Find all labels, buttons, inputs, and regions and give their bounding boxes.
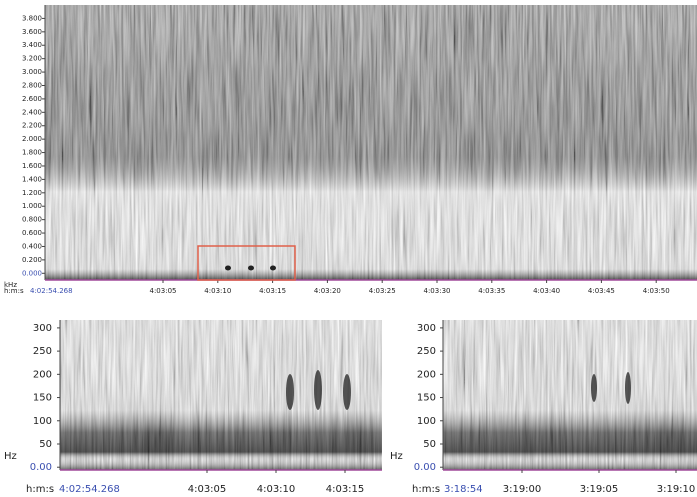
x-origin-prefix: h:m:s — [26, 484, 54, 495]
x-tick-label: 4:03:45 — [588, 287, 615, 295]
y-axis-label: Hz — [390, 451, 403, 462]
x-origin: 4:02:54.268 — [59, 484, 120, 495]
y-tick-label: 50 — [39, 439, 52, 450]
x-origin-prefix: h:m:s — [412, 484, 440, 495]
panels: 0.000 0.200 0.400 0.600 0.800 1.000 1.200 1.400… — [4, 5, 697, 495]
y-tick-label: 0.800 — [22, 216, 42, 224]
x-tick-label: 4:03:30 — [424, 287, 451, 295]
x-tick-label: 4:03:05 — [150, 287, 177, 295]
y-tick-label: 2.400 — [22, 108, 42, 116]
y-tick-label: 2.800 — [22, 81, 42, 89]
spectrogram-shade — [45, 5, 697, 280]
x-tick-label: 4:03:05 — [188, 484, 227, 495]
y-tick-label: 150 — [417, 393, 436, 404]
x-tick-label: 4:03:40 — [533, 287, 560, 295]
y-tick-label: 200 — [417, 369, 436, 380]
x-tick-label: 3:19:05 — [580, 484, 619, 495]
x-tick-label: 4:03:25 — [369, 287, 396, 295]
y-tick-label: 0.200 — [22, 256, 42, 264]
x-origin-prefix: h:m:s — [4, 287, 24, 295]
x-tick-label: 3:19:00 — [503, 484, 542, 495]
y-tick-label: 100 — [33, 416, 52, 427]
y-tick-label: 0.00 — [30, 462, 52, 473]
selection-box — [197, 245, 296, 281]
y-tick-label: 1.200 — [22, 189, 42, 197]
y-tick-label: 250 — [417, 346, 436, 357]
x-tick-label: 4:03:10 — [257, 484, 296, 495]
spectrogram-shade — [60, 320, 382, 470]
y-tick-label: 150 — [33, 393, 52, 404]
y-tick-label: 300 — [33, 323, 52, 334]
y-tick-label: 3.600 — [22, 28, 42, 36]
x-tick-label: 4:03:35 — [478, 287, 505, 295]
x-tick-label: 4:03:15 — [259, 287, 286, 295]
y-tick-label: 1.600 — [22, 162, 42, 170]
y-axis-label: Hz — [4, 451, 17, 462]
y-tick-label: 2.200 — [22, 122, 42, 130]
y-tick-label: 3.200 — [22, 55, 42, 63]
y-tick-label: 0.600 — [22, 229, 42, 237]
y-tick-label: 2.000 — [22, 135, 42, 143]
y-tick-label: 2.600 — [22, 95, 42, 103]
x-origin: 4:02:54.268 — [30, 287, 73, 295]
x-tick-label: 4:03:10 — [204, 287, 231, 295]
y-tick-label: 1.800 — [22, 149, 42, 157]
y-tick-label: 200 — [33, 369, 52, 380]
y-tick-label: 0.400 — [22, 242, 42, 250]
y-tick-label: 100 — [417, 416, 436, 427]
x-origin: 3:18:54 — [444, 484, 483, 495]
y-tick-label: 3.400 — [22, 41, 42, 49]
y-tick-label: 0.00 — [414, 462, 436, 473]
x-tick-label: 4:03:20 — [314, 287, 341, 295]
x-tick-label: 3:19:10 — [657, 484, 696, 495]
x-tick-label: 4:03:50 — [643, 287, 670, 295]
y-tick-label: 300 — [417, 323, 436, 334]
x-tick-label: 4:03:15 — [326, 484, 365, 495]
y-tick-label: 3.800 — [22, 14, 42, 22]
spectrogram-shade — [443, 320, 697, 470]
y-tick-label: 1.000 — [22, 202, 42, 210]
y-tick-label: 0.000 — [22, 269, 42, 277]
y-tick-label: 50 — [423, 439, 436, 450]
y-axis-label: kHz — [4, 281, 17, 289]
y-tick-label: 1.400 — [22, 175, 42, 183]
y-tick-label: 3.000 — [22, 68, 42, 76]
pulses — [286, 370, 631, 410]
y-tick-label: 250 — [33, 346, 52, 357]
call-marks — [225, 265, 276, 271]
